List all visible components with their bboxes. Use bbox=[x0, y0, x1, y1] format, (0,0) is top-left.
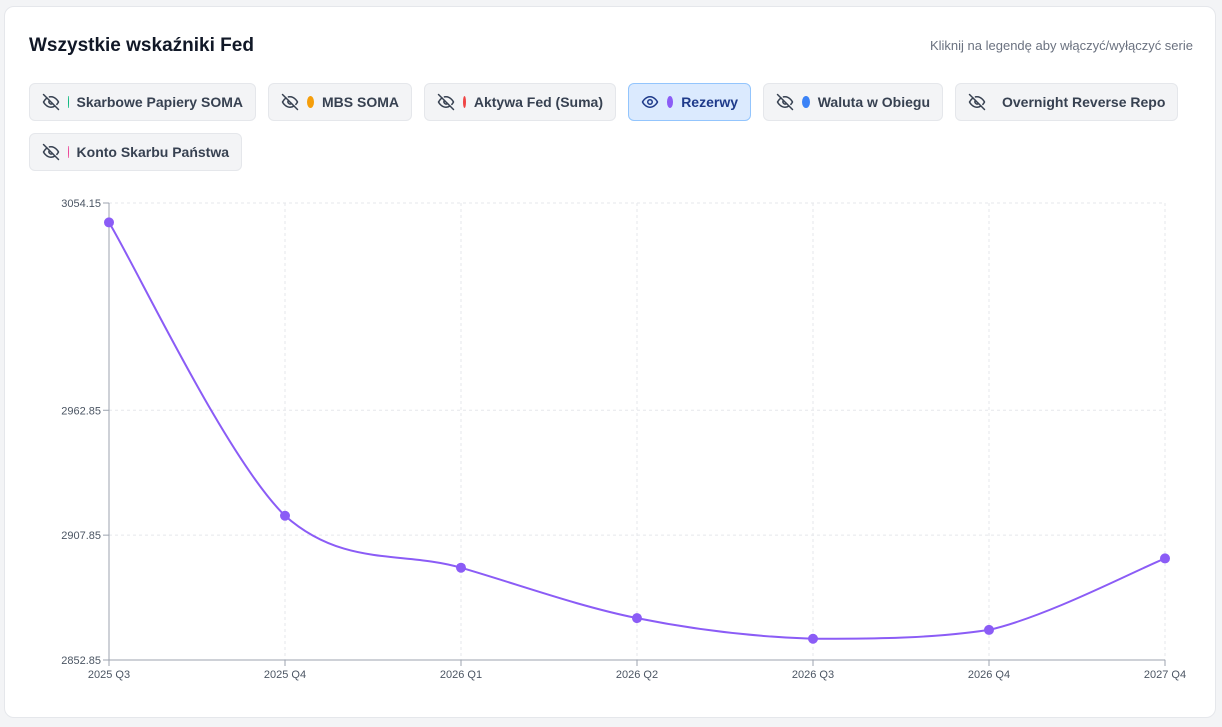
legend-label: Waluta w Obiegu bbox=[817, 94, 930, 110]
eye-off-icon bbox=[42, 93, 60, 111]
legend-item-waluta-w-obiegu[interactable]: Waluta w Obiegu bbox=[763, 83, 943, 121]
page-title: Wszystkie wskaźniki Fed bbox=[29, 35, 254, 56]
eye-icon bbox=[641, 93, 659, 111]
series-color-dot bbox=[68, 146, 69, 158]
series-color-dot bbox=[802, 96, 810, 108]
x-tick-label: 2025 Q4 bbox=[264, 669, 306, 681]
eye-off-icon bbox=[776, 93, 794, 111]
y-tick-label: 2962.85 bbox=[61, 405, 101, 417]
data-point bbox=[456, 562, 466, 573]
eye-off-icon bbox=[968, 93, 986, 111]
x-tick-label: 2026 Q4 bbox=[968, 669, 1010, 681]
legend-item-rezerwy[interactable]: Rezerwy bbox=[628, 83, 751, 121]
x-tick-label: 2026 Q1 bbox=[440, 669, 482, 681]
legend-hint: Kliknij na legendę aby włączyć/wyłączyć … bbox=[929, 38, 1193, 53]
series-color-dot bbox=[667, 96, 674, 108]
legend-item-skarbowe-papiery-soma[interactable]: Skarbowe Papiery SOMA bbox=[29, 83, 256, 121]
eye-off-icon bbox=[281, 93, 299, 111]
series-color-dot bbox=[307, 96, 314, 108]
eye-off-icon bbox=[437, 93, 455, 111]
data-point bbox=[808, 633, 818, 644]
x-tick-label: 2026 Q2 bbox=[616, 669, 658, 681]
data-point bbox=[632, 613, 642, 624]
legend-label: MBS SOMA bbox=[322, 94, 399, 110]
chart-card: Wszystkie wskaźniki Fed Kliknij na legen… bbox=[4, 6, 1216, 718]
legend-label: Konto Skarbu Państwa bbox=[76, 144, 229, 160]
legend-item-mbs-soma[interactable]: MBS SOMA bbox=[268, 83, 412, 121]
data-point bbox=[1160, 553, 1170, 564]
legend-label: Overnight Reverse Repo bbox=[1002, 94, 1166, 110]
y-tick-label: 3054.15 bbox=[61, 198, 101, 210]
legend-label: Aktywa Fed (Suma) bbox=[473, 94, 603, 110]
legend-item-overnight-reverse-repo[interactable]: Overnight Reverse Repo bbox=[955, 83, 1178, 121]
x-tick-label: 2026 Q3 bbox=[792, 669, 834, 681]
legend-label: Skarbowe Papiery SOMA bbox=[76, 94, 243, 110]
y-tick-label: 2852.85 bbox=[61, 655, 101, 667]
legend-item-aktywa-fed[interactable]: Aktywa Fed (Suma) bbox=[424, 83, 616, 121]
x-tick-label: 2027 Q4 bbox=[1144, 669, 1186, 681]
data-point bbox=[280, 510, 290, 521]
y-tick-label: 2907.85 bbox=[61, 530, 101, 542]
data-point bbox=[984, 624, 994, 635]
legend-item-konto-skarbu-panstwa[interactable]: Konto Skarbu Państwa bbox=[29, 133, 242, 171]
x-tick-label: 2025 Q3 bbox=[88, 669, 130, 681]
line-chart: 3054.15 2962.85 2907.85 2852.85 2025 Q3 2025 … bbox=[61, 198, 1186, 681]
eye-off-icon bbox=[42, 143, 60, 161]
legend-label: Rezerwy bbox=[681, 94, 738, 110]
series-color-dot bbox=[463, 96, 466, 108]
data-point bbox=[104, 217, 114, 228]
